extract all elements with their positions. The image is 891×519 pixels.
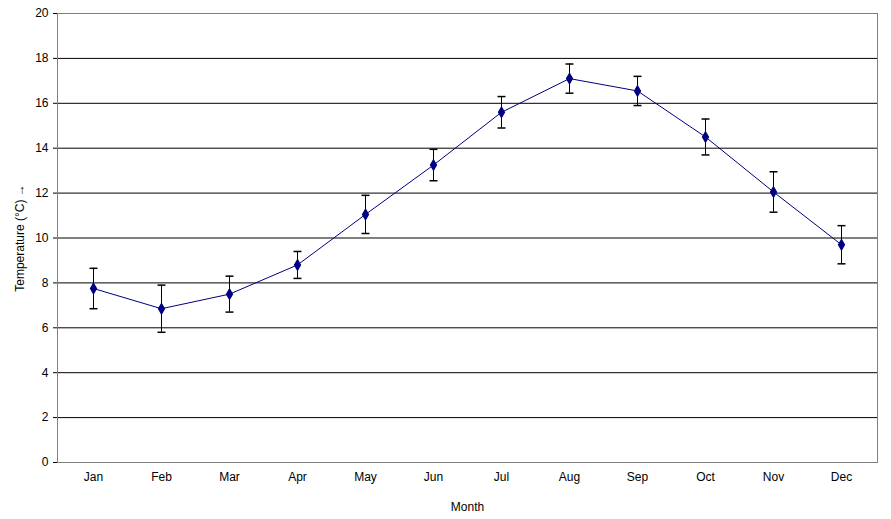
svg-text:Jun: Jun bbox=[424, 470, 443, 484]
svg-text:Aug: Aug bbox=[559, 470, 580, 484]
svg-text:Apr: Apr bbox=[288, 470, 307, 484]
svg-text:Jul: Jul bbox=[494, 470, 509, 484]
svg-text:Oct: Oct bbox=[696, 470, 715, 484]
svg-text:6: 6 bbox=[42, 321, 49, 335]
svg-text:Jan: Jan bbox=[84, 470, 103, 484]
svg-text:8: 8 bbox=[42, 276, 49, 290]
svg-text:2: 2 bbox=[42, 410, 49, 424]
svg-text:Nov: Nov bbox=[763, 470, 784, 484]
svg-text:16: 16 bbox=[35, 96, 49, 110]
svg-text:12: 12 bbox=[35, 186, 49, 200]
svg-text:0: 0 bbox=[42, 455, 49, 469]
svg-text:18: 18 bbox=[35, 51, 49, 65]
svg-text:Dec: Dec bbox=[831, 470, 852, 484]
svg-text:Sep: Sep bbox=[627, 470, 649, 484]
svg-text:Temperature (°C) →: Temperature (°C) → bbox=[13, 184, 27, 292]
svg-text:10: 10 bbox=[35, 231, 49, 245]
svg-text:Feb: Feb bbox=[151, 470, 172, 484]
svg-text:20: 20 bbox=[35, 6, 49, 20]
svg-text:Month: Month bbox=[451, 500, 484, 514]
svg-text:4: 4 bbox=[42, 366, 49, 380]
svg-text:May: May bbox=[354, 470, 377, 484]
svg-text:14: 14 bbox=[35, 141, 49, 155]
svg-text:Mar: Mar bbox=[219, 470, 240, 484]
